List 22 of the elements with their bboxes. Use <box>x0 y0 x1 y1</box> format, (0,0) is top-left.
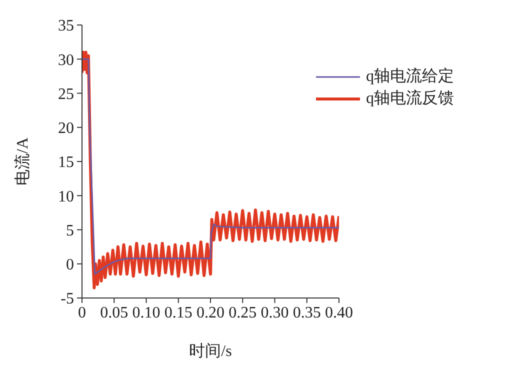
x-tick-label: 0.35 <box>292 304 321 322</box>
x-tick-label: 0.25 <box>228 304 257 322</box>
x-axis-title: 时间/s <box>189 342 232 360</box>
x-tick-label: 0.10 <box>132 304 160 322</box>
y-axis-title: 电流/A <box>14 137 32 186</box>
x-tick-label: 0.15 <box>164 304 192 322</box>
y-tick-label: 30 <box>58 52 74 69</box>
y-tick-label: 20 <box>58 120 74 138</box>
y-tick-label: -5 <box>60 290 74 308</box>
legend-label: q轴电流给定 <box>366 66 454 87</box>
x-tick-label: 0 <box>78 304 86 322</box>
x-tick-label: 0.30 <box>260 304 289 322</box>
x-tick-label: 0.05 <box>100 304 128 322</box>
y-tick-label: 25 <box>58 86 74 103</box>
x-tick-label: 0.20 <box>196 304 224 322</box>
y-tick-label: 0 <box>66 256 74 274</box>
y-tick-label: 10 <box>58 188 74 206</box>
y-tick-label: 15 <box>58 154 74 172</box>
x-tick-label: 0.40 <box>325 304 353 322</box>
legend-label: q轴电流反馈 <box>366 88 454 109</box>
y-tick-label: 5 <box>66 222 74 240</box>
y-tick-label: 35 <box>58 18 74 35</box>
